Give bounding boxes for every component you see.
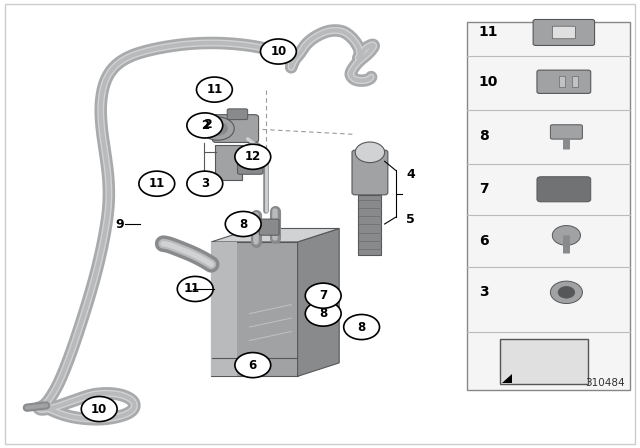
Text: 2: 2	[204, 118, 212, 131]
Circle shape	[201, 117, 234, 140]
Text: 8: 8	[479, 129, 488, 142]
Text: 12: 12	[244, 150, 261, 164]
Text: 10: 10	[479, 75, 498, 89]
Polygon shape	[211, 242, 298, 376]
Circle shape	[344, 314, 380, 340]
Bar	[572, 76, 578, 87]
Text: 3: 3	[201, 177, 209, 190]
FancyBboxPatch shape	[259, 219, 279, 235]
Polygon shape	[211, 228, 339, 242]
Text: 11: 11	[206, 83, 223, 96]
Text: 10: 10	[91, 402, 108, 416]
Text: 11: 11	[148, 177, 165, 190]
Circle shape	[177, 276, 213, 302]
Text: 8: 8	[319, 307, 327, 320]
Text: 7: 7	[479, 182, 488, 196]
Circle shape	[225, 211, 261, 237]
Text: 310484: 310484	[586, 378, 625, 388]
Text: 6: 6	[479, 234, 488, 248]
Circle shape	[235, 353, 271, 378]
Text: 11: 11	[479, 26, 498, 39]
Text: 9: 9	[115, 217, 124, 231]
Circle shape	[550, 281, 582, 304]
FancyBboxPatch shape	[215, 145, 242, 180]
Text: 3: 3	[479, 285, 488, 299]
FancyBboxPatch shape	[227, 109, 248, 120]
Circle shape	[305, 283, 341, 308]
Text: 4: 4	[406, 168, 415, 181]
FancyBboxPatch shape	[550, 125, 582, 139]
Circle shape	[196, 77, 232, 102]
Circle shape	[558, 287, 575, 298]
Polygon shape	[211, 242, 237, 376]
Bar	[467, 22, 630, 390]
Circle shape	[552, 225, 580, 245]
Circle shape	[187, 113, 223, 138]
FancyBboxPatch shape	[552, 26, 575, 39]
Text: 8: 8	[239, 217, 247, 231]
Circle shape	[139, 171, 175, 196]
Text: 8: 8	[358, 320, 365, 334]
Circle shape	[81, 396, 117, 422]
Circle shape	[260, 39, 296, 64]
Circle shape	[235, 144, 271, 169]
Bar	[559, 76, 565, 87]
FancyBboxPatch shape	[500, 339, 588, 384]
Text: 1: 1	[191, 282, 199, 296]
Text: 7: 7	[319, 289, 327, 302]
Text: 10: 10	[270, 45, 287, 58]
Circle shape	[243, 365, 256, 374]
Circle shape	[207, 121, 228, 136]
FancyBboxPatch shape	[537, 177, 591, 202]
FancyBboxPatch shape	[533, 19, 595, 46]
Polygon shape	[298, 228, 339, 376]
FancyBboxPatch shape	[537, 70, 591, 93]
FancyBboxPatch shape	[212, 115, 259, 142]
Text: 2: 2	[201, 119, 209, 132]
Circle shape	[187, 171, 223, 196]
Text: 6: 6	[249, 358, 257, 372]
FancyBboxPatch shape	[237, 151, 263, 174]
Circle shape	[355, 142, 385, 163]
Text: 1: 1	[183, 282, 192, 296]
Circle shape	[305, 301, 341, 326]
FancyBboxPatch shape	[352, 150, 388, 195]
FancyBboxPatch shape	[358, 195, 381, 255]
Polygon shape	[502, 374, 512, 383]
Text: 5: 5	[406, 213, 415, 226]
